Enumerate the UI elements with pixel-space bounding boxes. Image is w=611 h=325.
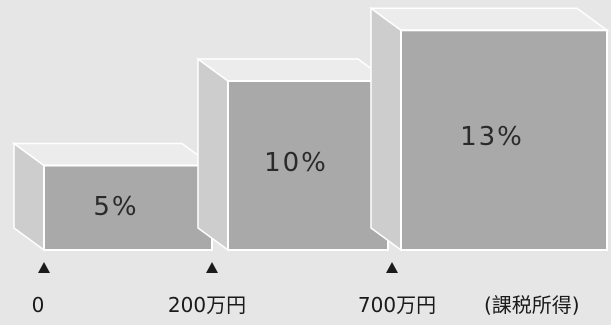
bar-blocks: 5% 10% 13% <box>14 8 607 250</box>
bar-top-face <box>14 144 212 166</box>
x-tick-label: 200万円 <box>168 293 246 317</box>
bar-side-face <box>198 59 228 250</box>
bar-block-2: 10% <box>198 59 388 250</box>
tick-marker-triangle <box>386 262 398 273</box>
x-tick-label: 700万円 <box>358 293 436 317</box>
bar-block-1: 5% <box>14 144 212 251</box>
tick-marker-triangle <box>38 262 50 273</box>
bar-value-label: 5% <box>93 192 138 222</box>
tick-marker-triangle <box>206 262 218 273</box>
bar-block-3: 13% <box>371 8 607 250</box>
bar-value-label: 13% <box>460 122 524 152</box>
bar-top-face <box>198 59 388 81</box>
x-axis-unit-label: (課税所得) <box>484 293 580 317</box>
x-tick-label: 0 <box>32 293 45 317</box>
bar-side-face <box>371 8 401 250</box>
bar-value-label: 10% <box>264 148 328 178</box>
x-axis-ticks: 0 200万円 700万円 <box>32 262 436 317</box>
bar-top-face <box>371 8 607 30</box>
